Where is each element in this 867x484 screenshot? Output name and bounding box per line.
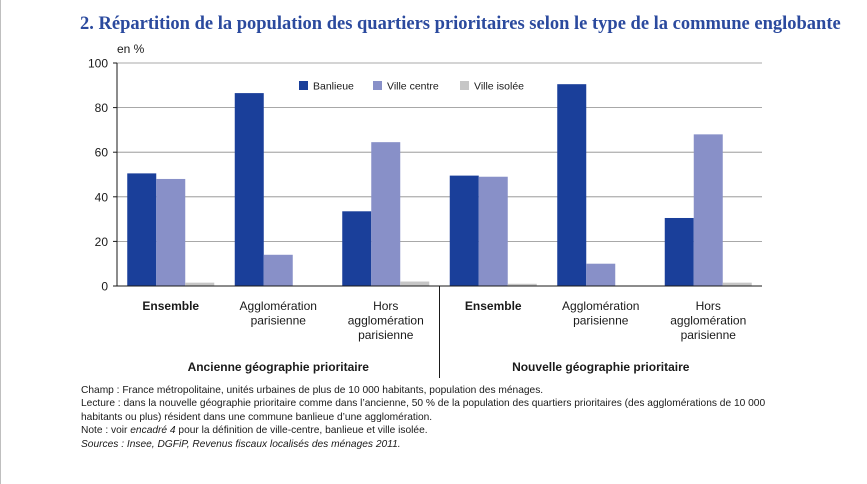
bar-ville-centre	[263, 254, 293, 286]
x-category-label: Hors agglomération parisienne	[348, 299, 424, 342]
y-tick-labels: 0 20 40 60 80 100	[88, 57, 108, 294]
bar-ville-centre	[586, 263, 616, 286]
bar-ville-isolee	[722, 282, 752, 286]
y-tick-label: 0	[101, 280, 108, 294]
x-category-labels: Ensemble Agglomération parisienne Hors agglo…	[142, 299, 746, 342]
grid-lines	[117, 62, 762, 242]
legend-swatch	[373, 81, 382, 90]
bar-banlieue	[557, 84, 587, 286]
legend: Banlieue Ville centre Ville isolée	[299, 81, 524, 93]
notes-block: Champ : France métropolitaine, unités ur…	[81, 384, 781, 451]
group-label: Ancienne géographie prioritaire	[188, 360, 370, 374]
bar-ville-isolee	[400, 281, 430, 286]
x-category-label: Agglomération parisienne	[562, 299, 639, 328]
bar-ville-centre	[478, 176, 508, 286]
legend-swatch	[299, 81, 308, 90]
x-category-label: Agglomération parisienne	[240, 299, 317, 328]
note-lecture: Lecture : dans la nouvelle géographie pr…	[81, 398, 766, 423]
axes	[113, 62, 762, 378]
bar-banlieue	[234, 93, 264, 286]
y-tick-label: 80	[95, 101, 109, 115]
bar-ville-isolee	[507, 283, 537, 286]
x-category-label: Ensemble	[142, 299, 199, 313]
note-champ: Champ : France métropolitaine, unités ur…	[81, 385, 544, 396]
y-tick-label: 100	[88, 57, 108, 71]
y-tick-label: 20	[95, 235, 109, 249]
y-tick-label: 60	[95, 146, 109, 160]
legend-label: Ville centre	[387, 81, 439, 93]
bar-ville-centre	[371, 142, 401, 286]
legend-swatch	[460, 81, 469, 90]
y-tick-label: 40	[95, 190, 109, 204]
left-frame-line	[0, 0, 1, 484]
bar-ville-centre	[156, 178, 186, 286]
bar-banlieue	[127, 173, 157, 286]
note-sources: Sources : Insee, DGFiP, Revenus fiscaux …	[81, 438, 401, 450]
group-labels: Ancienne géographie prioritaire Nouvelle …	[188, 360, 690, 374]
group-label: Nouvelle géographie prioritaire	[512, 360, 690, 374]
note-definition: Note : voir encadré 4 pour la définition…	[81, 425, 428, 437]
bar-ville-centre	[693, 134, 723, 286]
bars	[127, 84, 752, 286]
y-axis-unit-label: en %	[117, 42, 145, 56]
x-category-label: Hors agglomération parisienne	[670, 299, 746, 342]
chart-title: 2. Répartition de la population des quar…	[80, 14, 841, 34]
x-category-label: Ensemble	[465, 299, 522, 313]
bar-banlieue	[449, 175, 479, 286]
legend-label: Banlieue	[313, 81, 354, 93]
bar-banlieue	[342, 211, 372, 286]
bar-ville-isolee	[185, 282, 215, 286]
bar-banlieue	[664, 217, 694, 286]
legend-label: Ville isolée	[474, 81, 524, 93]
